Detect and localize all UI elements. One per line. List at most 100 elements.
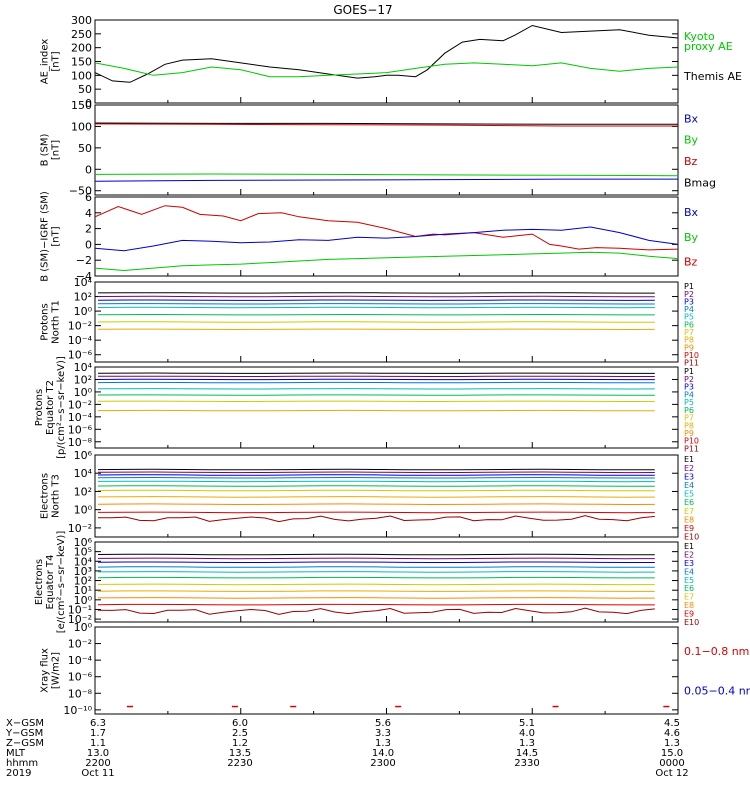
legend-entry: Bx bbox=[684, 112, 699, 125]
footer-value: 5.6 bbox=[375, 718, 391, 729]
legend-entry: P9 bbox=[684, 429, 694, 438]
panel-8: 10⁰ 10⁻² 10⁻⁴ 10⁻⁶ 10⁻⁸ 10⁻¹⁰ Xray flux [W/m2] 0… bbox=[40, 621, 750, 717]
y-tick-label: 250 bbox=[71, 28, 92, 41]
series-line-2 bbox=[97, 557, 655, 560]
footer-value: 2330 bbox=[514, 758, 539, 769]
footer-value: 2300 bbox=[370, 758, 395, 769]
footer-value: 4.0 bbox=[519, 728, 535, 739]
y-axis-label: Electrons bbox=[34, 559, 45, 605]
footer-value: 6.3 bbox=[90, 718, 106, 729]
series-line-1 bbox=[97, 468, 655, 471]
y-axis-label: Equator T2 bbox=[45, 380, 56, 435]
series-line-1 bbox=[97, 553, 655, 556]
footer-value: 6.0 bbox=[232, 718, 248, 729]
y-axis-label: Protons bbox=[40, 303, 51, 340]
footer-value: 5.1 bbox=[519, 718, 535, 729]
series-line-2 bbox=[94, 123, 678, 127]
y-tick-label: 10⁴ bbox=[74, 276, 93, 289]
series-line-5 bbox=[97, 480, 655, 483]
footer-value: 1.1 bbox=[90, 738, 106, 749]
series-line-9 bbox=[97, 597, 655, 599]
y-axis-label: B (SM) bbox=[40, 133, 51, 166]
legend-entry: E7 bbox=[684, 593, 694, 602]
orbit-footer: X−GSM 6.3 6.0 5.6 5.1 4.5 Y−GSM 1.7 2.5 3.3 4.0 4.6… bbox=[5, 718, 689, 779]
legend-entry: Bmag bbox=[684, 177, 716, 190]
y-axis-label: [e/(cm²−s−sr−keV)] bbox=[56, 531, 67, 634]
y-tick-label: 10⁰ bbox=[74, 386, 93, 399]
y-tick-label: 10² bbox=[74, 485, 92, 498]
series-line-4 bbox=[97, 476, 655, 479]
y-tick-label: 10⁶ bbox=[74, 449, 93, 462]
footer-row-label: 2019 bbox=[6, 768, 31, 779]
y-tick-label: 10⁻⁸ bbox=[68, 687, 93, 700]
y-tick-label: 10⁻⁴ bbox=[68, 411, 93, 424]
y-tick-label: 10⁻⁴ bbox=[68, 654, 93, 667]
legend-entry: Kyoto bbox=[684, 30, 715, 43]
y-tick-label: −4 bbox=[76, 270, 92, 283]
legend-entry: E4 bbox=[684, 481, 694, 490]
footer-value: 2.5 bbox=[232, 728, 248, 739]
y-tick-label: 300 bbox=[71, 14, 92, 27]
legend-entry: E10 bbox=[684, 533, 699, 542]
series-line-8 bbox=[97, 590, 655, 592]
y-axis-label: Protons bbox=[34, 389, 45, 426]
legend-entry: P8 bbox=[684, 336, 694, 345]
legend-entry: E10 bbox=[684, 618, 699, 627]
footer-value: 15.0 bbox=[661, 748, 683, 759]
legend-entry: Bx bbox=[684, 206, 699, 219]
series-line-3 bbox=[94, 178, 678, 182]
series-line-11 bbox=[97, 607, 655, 615]
footer-value: 4.5 bbox=[664, 718, 680, 729]
series-line-2 bbox=[97, 471, 655, 474]
panel-frame bbox=[94, 104, 679, 196]
legend-entry: E6 bbox=[684, 584, 694, 593]
series-line-3 bbox=[94, 251, 679, 272]
legend-entry: E7 bbox=[684, 507, 694, 516]
y-tick-label: 10⁻² bbox=[68, 398, 92, 411]
footer-value: Oct 11 bbox=[81, 768, 114, 779]
legend-entry: E1 bbox=[684, 542, 694, 551]
y-axis-label: Electrons bbox=[40, 473, 51, 519]
legend-entry: E6 bbox=[684, 498, 694, 507]
footer-row-label: hhmm bbox=[6, 758, 38, 769]
y-tick-label: 10³ bbox=[74, 565, 92, 578]
footer-value: 1.7 bbox=[90, 728, 106, 739]
y-tick-label: 2 bbox=[85, 223, 92, 236]
footer-value: 2230 bbox=[227, 758, 252, 769]
legend-entry: P6 bbox=[684, 406, 694, 415]
series-line-2 bbox=[97, 295, 655, 298]
legend-entry: P2 bbox=[684, 290, 694, 299]
y-tick-label: 50 bbox=[78, 83, 92, 96]
legend-entry: P7 bbox=[684, 414, 694, 423]
legend-entry: P7 bbox=[684, 328, 694, 337]
legend-entry: P4 bbox=[684, 305, 694, 314]
series-line-5 bbox=[97, 306, 655, 309]
panel-frame bbox=[94, 19, 679, 104]
footer-row-label: MLT bbox=[6, 748, 26, 759]
y-tick-label: 10⁰ bbox=[74, 621, 93, 634]
footer-row-label: X−GSM bbox=[6, 718, 44, 729]
legend-entry: P5 bbox=[684, 398, 694, 407]
legend-entry: E8 bbox=[684, 515, 694, 524]
y-tick-label: 10² bbox=[74, 373, 92, 386]
y-axis-label: North T1 bbox=[51, 300, 62, 344]
y-tick-label: 50 bbox=[78, 142, 92, 155]
plot-title: GOES−17 bbox=[333, 3, 392, 17]
footer-value: Oct 12 bbox=[655, 768, 688, 779]
legend-entry: P8 bbox=[684, 421, 694, 430]
footer-row-label: Z−GSM bbox=[6, 738, 44, 749]
footer-value: 14.5 bbox=[516, 748, 538, 759]
series-line-10 bbox=[97, 603, 655, 606]
footer-value: 2200 bbox=[85, 758, 110, 769]
panel-frame bbox=[94, 626, 679, 715]
series-line-4 bbox=[97, 566, 655, 568]
footer-value: 13.5 bbox=[229, 748, 251, 759]
legend-entry: Themis AE bbox=[683, 70, 742, 83]
legend-entry: E2 bbox=[684, 551, 694, 560]
y-tick-label: 10⁻² bbox=[68, 613, 92, 626]
legend-entry: 0.1−0.8 nm bbox=[684, 645, 749, 658]
y-tick-label: 10² bbox=[74, 291, 92, 304]
y-axis-label: [nT] bbox=[51, 140, 62, 160]
y-axis-label: North T3 bbox=[51, 474, 62, 518]
series-line-3 bbox=[97, 474, 655, 476]
